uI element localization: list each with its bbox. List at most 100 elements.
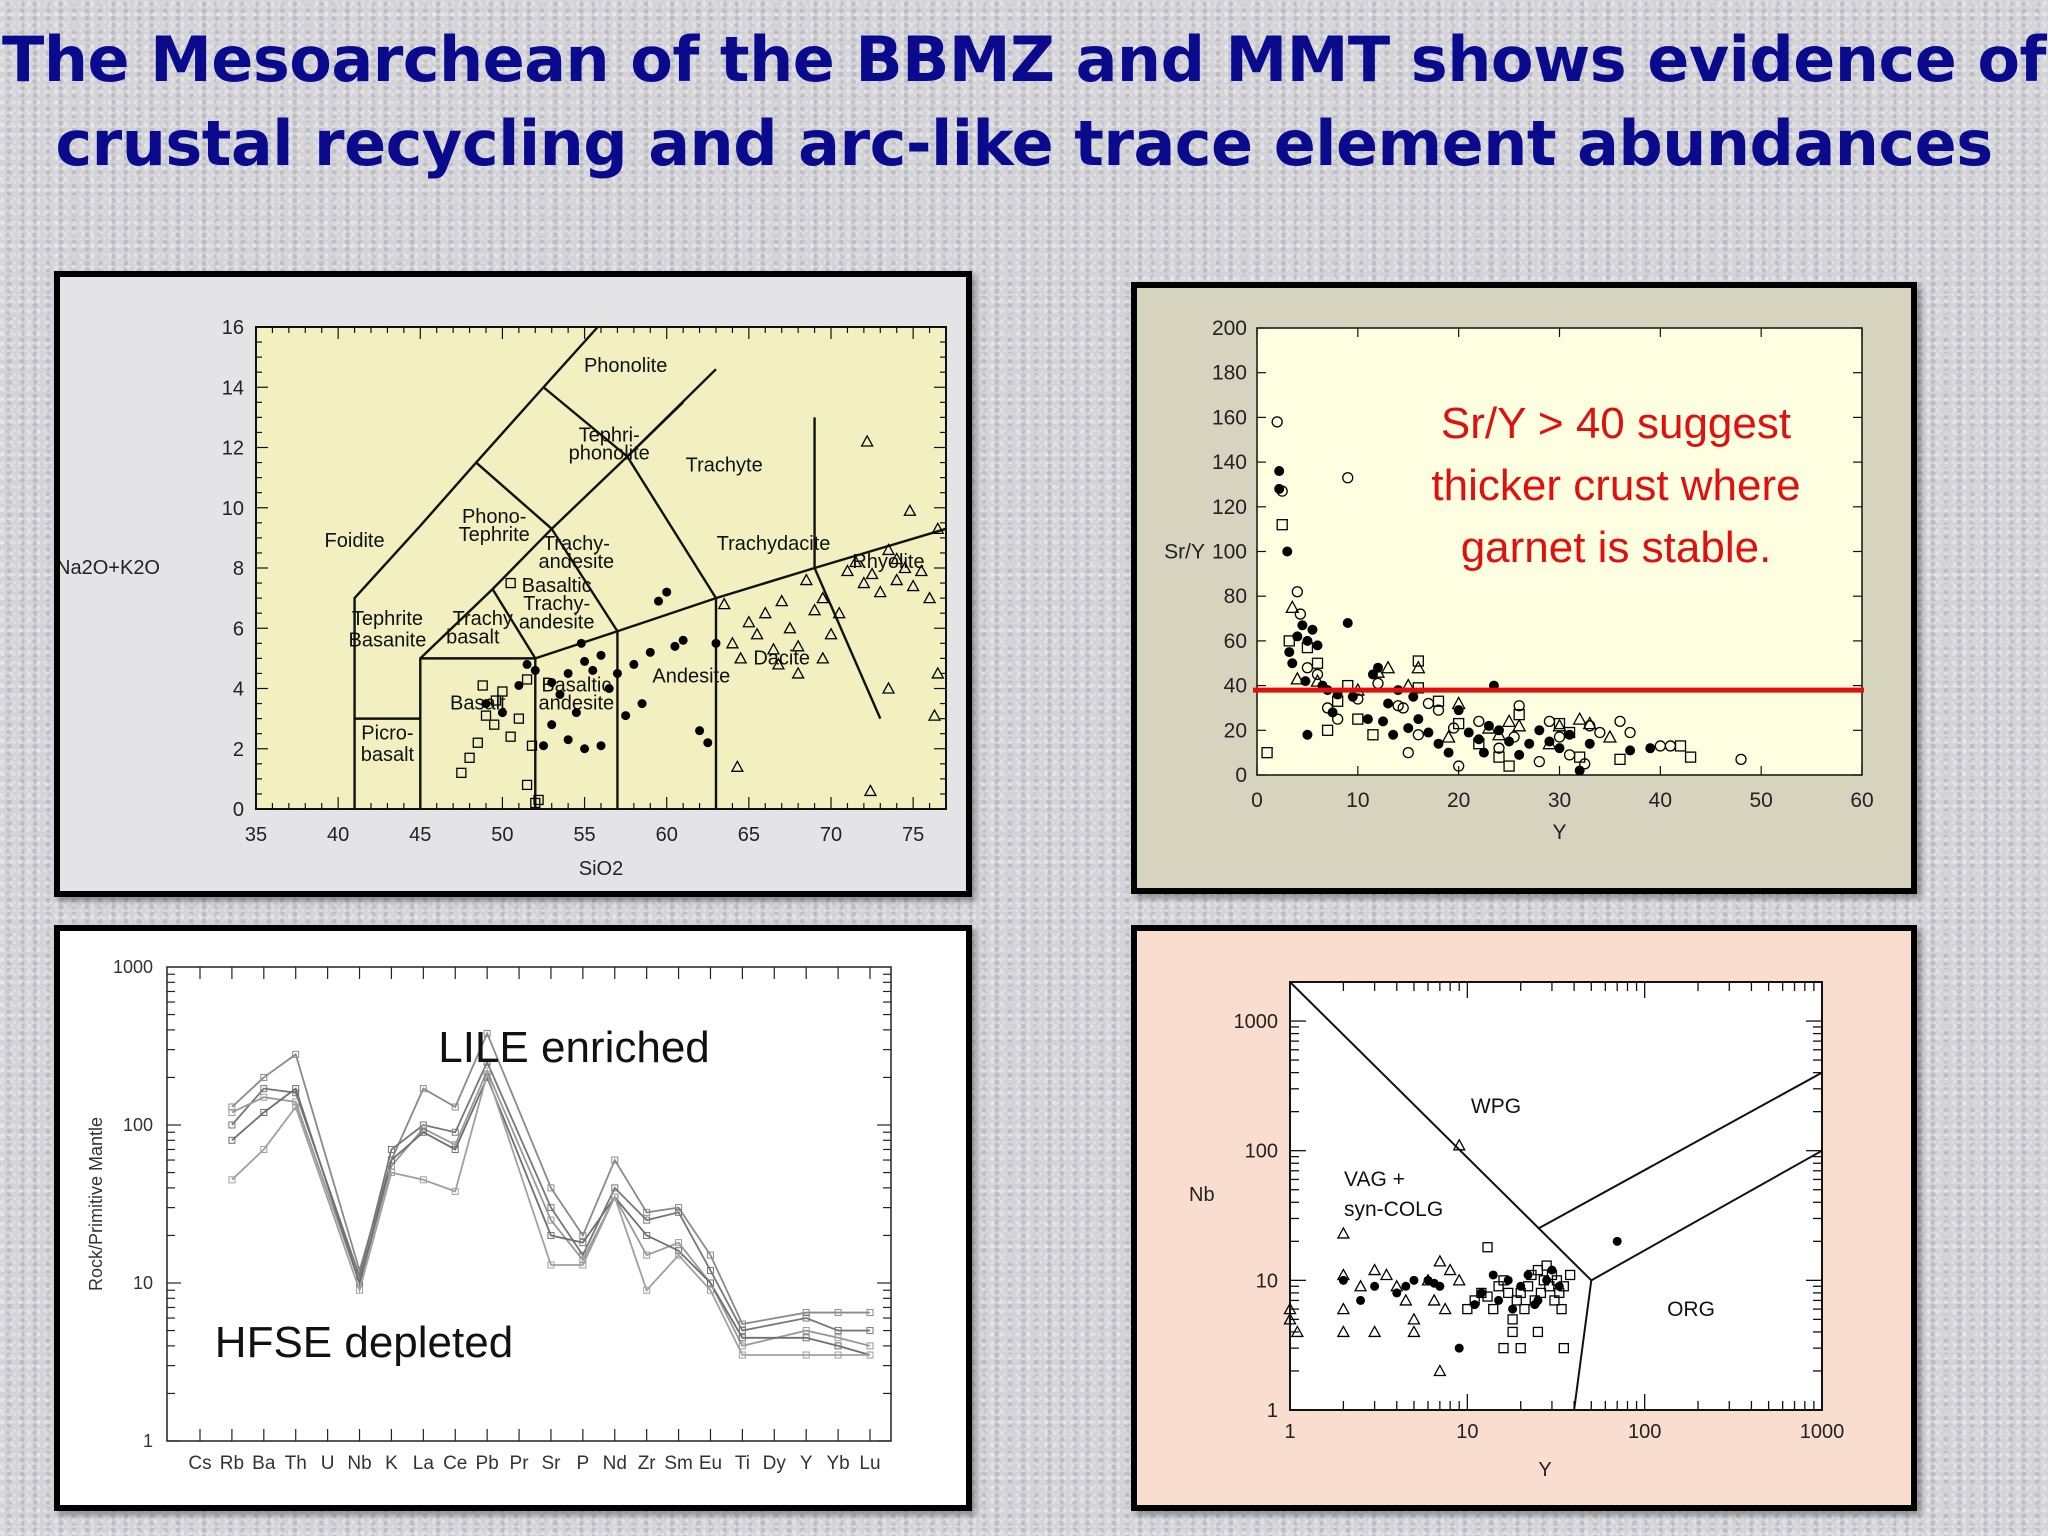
field-label: Foidite xyxy=(325,530,385,552)
x-tick-label: 30 xyxy=(1548,789,1571,812)
data-point xyxy=(643,1286,651,1294)
data-point xyxy=(1624,726,1636,739)
data-point xyxy=(1338,1275,1348,1285)
data-point xyxy=(1413,714,1424,725)
data-point xyxy=(802,1334,810,1342)
data-point xyxy=(1514,749,1525,760)
x-tick-label: Yb xyxy=(826,1453,849,1474)
data-point xyxy=(860,434,874,447)
data-point xyxy=(356,1286,364,1294)
data-point xyxy=(834,1309,842,1317)
y-tick-label: 20 xyxy=(1224,719,1247,742)
data-point xyxy=(1501,714,1517,728)
data-point xyxy=(228,1121,236,1129)
data-point xyxy=(1544,1281,1555,1292)
data-point xyxy=(228,1103,236,1111)
data-point xyxy=(1544,736,1555,747)
data-point xyxy=(228,1176,236,1184)
data-point xyxy=(703,738,713,748)
slide-title: The Mesoarchean of the BBMZ and MMT show… xyxy=(0,18,2048,186)
data-point xyxy=(1542,1275,1552,1285)
data-point xyxy=(654,596,663,606)
data-point xyxy=(775,594,789,607)
data-point xyxy=(451,1145,459,1153)
tas-diagram-panel: 35 40 45 50 55 60 65 70 75 0 2 4 6 8 10 12 14 16 SiO2 Na2O+… xyxy=(54,271,972,897)
x-tick-label: U xyxy=(321,1453,335,1474)
data-point xyxy=(555,690,565,700)
data-point xyxy=(1397,702,1409,714)
data-point xyxy=(1443,747,1454,758)
data-point xyxy=(1625,745,1636,756)
data-point xyxy=(579,1239,587,1247)
x-tick-label: Dy xyxy=(763,1453,787,1474)
spider-diagram-panel: 1 10 100 1000 Cs Rb Ba Th U Nb K La Ce Pb Pr Sr P Nd Zr Sm E… xyxy=(54,925,972,1511)
x-tick-label: Sm xyxy=(664,1453,693,1474)
field-label: Picro- xyxy=(361,723,413,745)
data-point xyxy=(1380,660,1396,674)
data-point xyxy=(890,552,904,565)
data-point xyxy=(483,1058,491,1066)
data-point xyxy=(260,1073,268,1081)
data-point xyxy=(1285,600,1300,614)
data-point xyxy=(1282,546,1293,557)
y-tick-label: 6 xyxy=(233,618,244,640)
data-point xyxy=(840,564,855,577)
data-point xyxy=(643,1251,651,1259)
data-point xyxy=(1271,416,1283,428)
data-point xyxy=(1507,1326,1518,1338)
data-point xyxy=(927,708,942,721)
data-point xyxy=(533,794,544,806)
y-tick-label: 10 xyxy=(1256,1270,1278,1292)
data-point xyxy=(866,1351,874,1359)
data-point xyxy=(1594,726,1606,739)
field-label: Tephri- xyxy=(579,424,640,446)
data-point xyxy=(497,708,507,718)
data-point xyxy=(1523,1270,1533,1280)
data-point xyxy=(881,543,896,556)
data-point xyxy=(604,684,614,693)
y-tick-label: 60 xyxy=(1224,630,1247,653)
x-tick-label: Pr xyxy=(510,1453,530,1474)
data-point xyxy=(260,1145,268,1153)
data-point xyxy=(547,1216,555,1224)
data-point xyxy=(521,674,533,685)
data-point xyxy=(477,680,488,691)
x-tick-label: 1 xyxy=(1284,1421,1295,1443)
data-point xyxy=(1276,485,1288,497)
data-point xyxy=(643,1231,651,1239)
data-point xyxy=(1556,1303,1567,1315)
x-tick-label: 75 xyxy=(902,824,924,846)
x-tick-label: Nd xyxy=(603,1453,627,1474)
data-point xyxy=(456,767,467,779)
x-axis-label: Y xyxy=(1538,1459,1551,1481)
data-point xyxy=(1519,1303,1530,1315)
data-point xyxy=(530,665,540,675)
x-tick-label: Nb xyxy=(347,1453,371,1474)
data-point xyxy=(857,576,871,589)
series-line xyxy=(231,1075,871,1356)
data-point xyxy=(1488,1270,1498,1280)
field-boundary xyxy=(475,461,553,530)
data-point xyxy=(1513,700,1525,712)
y-axis-label: Nb xyxy=(1189,1184,1215,1206)
data-point xyxy=(1332,695,1344,707)
data-point xyxy=(1353,1279,1368,1292)
y-tick-label: 14 xyxy=(222,377,244,399)
x-tick-label: 60 xyxy=(656,824,678,846)
x-tick-label: Y xyxy=(800,1453,813,1474)
data-point xyxy=(1564,1269,1576,1281)
data-point xyxy=(1504,736,1515,747)
data-point xyxy=(1532,1326,1544,1338)
spider-diagram-chart: 1 10 100 1000 Cs Rb Ba Th U Nb K La Ce Pb Pr Sr P Nd Zr Sm E… xyxy=(86,957,892,1474)
data-point xyxy=(419,1128,427,1136)
data-point xyxy=(802,1351,810,1359)
data-point xyxy=(1301,641,1314,654)
field-label: Trachyte xyxy=(686,455,763,477)
data-point xyxy=(1441,729,1456,743)
data-point xyxy=(1478,747,1489,758)
data-point xyxy=(576,638,586,648)
data-point xyxy=(1409,1275,1419,1285)
annotation-hfse: HFSE depleted xyxy=(215,1318,513,1367)
data-point xyxy=(1614,753,1626,766)
data-point xyxy=(292,1085,300,1093)
